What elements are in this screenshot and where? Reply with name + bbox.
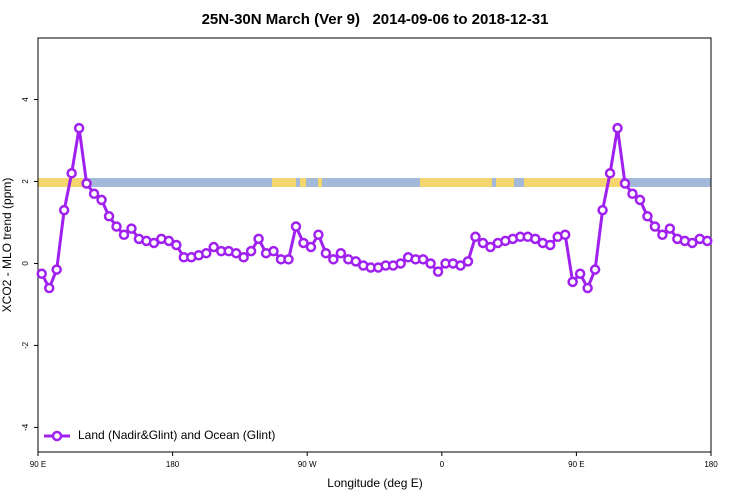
- data-point: [649, 221, 661, 232]
- data-point: [627, 188, 638, 200]
- land-band: [318, 178, 322, 187]
- y-tick-label: 4: [21, 97, 30, 102]
- data-point: [320, 247, 332, 259]
- y-tick-label: -4: [21, 423, 30, 431]
- data-point: [313, 229, 324, 241]
- x-tick-label: 90 E: [30, 460, 46, 469]
- data-point: [305, 241, 317, 253]
- data-point: [201, 247, 212, 259]
- data-point: [687, 237, 698, 249]
- data-point: [245, 245, 257, 257]
- data-point: [634, 194, 646, 206]
- legend: Land (Nadir&Glint) and Ocean (Glint): [44, 428, 275, 442]
- data-point: [664, 223, 676, 234]
- plot-frame: [37, 37, 712, 453]
- legend-marker: [51, 430, 63, 442]
- y-axis-label: XCO2 - MLO trend (ppm): [0, 178, 14, 313]
- x-tick-label: 90 W: [298, 460, 317, 469]
- data-point: [612, 122, 623, 134]
- data-point: [395, 258, 406, 269]
- data-point: [118, 229, 130, 241]
- data-point: [642, 211, 653, 222]
- data-point: [96, 194, 107, 206]
- land-band: [38, 178, 83, 187]
- data-point: [432, 266, 444, 277]
- data-point: [477, 237, 489, 249]
- data-point: [208, 241, 219, 253]
- data-point: [485, 241, 496, 253]
- y-tick-label: -2: [21, 341, 30, 349]
- data-point: [66, 168, 77, 179]
- data-point: [238, 252, 249, 263]
- data-point: [604, 168, 616, 179]
- data-point: [111, 221, 122, 232]
- data-point: [470, 231, 481, 243]
- chart-title: 25N-30N March (Ver 9) 2014-09-06 to 2018…: [202, 11, 549, 28]
- data-point: [51, 264, 62, 275]
- data-point: [230, 247, 242, 259]
- land-band: [496, 178, 514, 187]
- data-point: [425, 258, 436, 269]
- data-point: [657, 229, 668, 241]
- data-point: [417, 254, 429, 265]
- data-point: [43, 282, 55, 294]
- land-band: [524, 178, 621, 187]
- x-tick-label: 180: [166, 460, 180, 469]
- legend-label: Land (Nadir&Glint) and Ocean (Glint): [78, 428, 275, 442]
- data-point: [328, 254, 339, 265]
- data-point: [36, 268, 47, 279]
- data-point: [126, 223, 137, 234]
- land-band: [272, 178, 296, 187]
- data-point: [335, 247, 347, 259]
- data-point: [81, 178, 92, 189]
- data-point: [582, 282, 593, 294]
- data-point: [283, 254, 294, 265]
- data-point: [455, 260, 466, 271]
- data-point: [163, 235, 175, 247]
- x-tick-label: 0: [440, 460, 445, 469]
- land-band: [420, 178, 492, 187]
- land-band: [300, 178, 306, 187]
- data-point: [298, 237, 309, 249]
- data-point: [589, 264, 601, 275]
- data-point: [619, 178, 631, 189]
- data-point: [88, 188, 100, 200]
- ocean-band: [38, 178, 711, 187]
- data-point: [462, 256, 474, 267]
- data-point: [544, 239, 556, 251]
- x-tick-label: 180: [704, 460, 718, 469]
- data-point: [559, 229, 571, 241]
- data-point: [148, 237, 160, 249]
- x-tick-label: 90 E: [568, 460, 584, 469]
- data-point: [567, 276, 578, 288]
- x-axis-label: Longitude (deg E): [327, 476, 422, 490]
- data-point: [268, 245, 279, 257]
- data-point: [350, 256, 362, 267]
- data-point: [530, 233, 541, 245]
- data-point: [574, 268, 586, 279]
- land-ocean-band: [38, 178, 711, 187]
- data-point: [73, 122, 85, 134]
- data-point: [58, 204, 70, 216]
- y-tick-label: 0: [21, 261, 30, 266]
- data-point: [702, 235, 713, 247]
- data-point: [597, 204, 608, 216]
- data-point: [171, 239, 182, 251]
- data-point: [103, 211, 115, 222]
- data-point: [290, 221, 302, 232]
- y-tick-label: 2: [21, 179, 30, 184]
- data-point: [253, 233, 264, 245]
